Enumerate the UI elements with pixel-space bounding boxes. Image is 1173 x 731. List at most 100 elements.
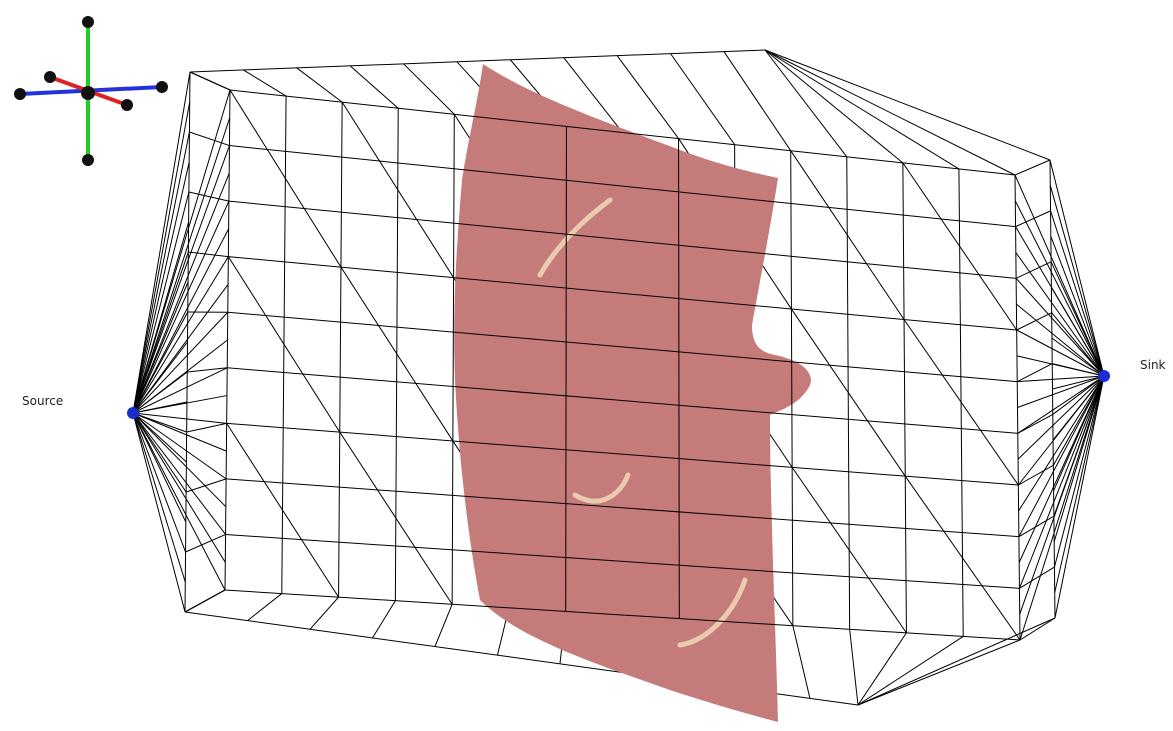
sink-fan <box>1050 261 1105 377</box>
source-fan <box>132 131 190 414</box>
source-fan <box>132 145 230 414</box>
grid-depth <box>184 589 226 613</box>
source-fan <box>132 371 188 414</box>
grid-diagonal <box>226 423 339 598</box>
grid-depth <box>189 131 230 147</box>
sink-fan <box>1017 375 1105 408</box>
sink-fan <box>1049 185 1105 377</box>
grid-depth <box>403 63 455 115</box>
sink-fan <box>1018 375 1105 589</box>
source-fan <box>132 367 228 414</box>
grid-horizontal <box>228 256 1017 331</box>
grid-depth <box>1015 210 1051 228</box>
sink-fan <box>1052 375 1105 390</box>
grid-depth <box>563 57 623 133</box>
grid-horizontal <box>229 145 1016 228</box>
grid-depth <box>1015 261 1052 279</box>
grid-vertical <box>451 114 455 605</box>
sink-fan <box>1018 375 1105 563</box>
grid-depth <box>1016 363 1053 383</box>
axis-end <box>156 81 168 93</box>
sink-fan <box>1017 375 1105 434</box>
source-fan <box>132 412 186 613</box>
hull-edge <box>189 49 766 73</box>
grid-depth <box>188 251 229 258</box>
axis-origin <box>81 86 95 100</box>
grid-depth <box>185 533 226 553</box>
sink-fan <box>1017 375 1105 383</box>
grid-depth <box>857 632 907 706</box>
grid-depth <box>186 422 227 433</box>
grid-vertical <box>1014 174 1021 641</box>
grid-vertical <box>565 126 567 612</box>
sink-label: Sink <box>1140 358 1166 372</box>
sink-fan <box>1054 375 1105 593</box>
grid-depth <box>764 49 904 164</box>
source-fan <box>132 71 191 414</box>
grid-depth <box>616 55 679 139</box>
grid-depth <box>1017 414 1054 434</box>
grid-depth <box>189 71 231 91</box>
sink-fan <box>1050 210 1105 377</box>
axis-end <box>121 99 133 111</box>
grid-depth <box>188 191 229 202</box>
grid-depth <box>670 53 736 145</box>
source-fan <box>132 412 187 463</box>
grid-depth <box>243 69 287 97</box>
grid-depth <box>764 49 848 158</box>
source-fan <box>132 412 227 508</box>
grid-horizontal <box>225 533 1020 589</box>
sink-fan <box>1015 252 1105 377</box>
source-fan <box>132 412 227 424</box>
source-fan <box>132 311 189 414</box>
source-fan <box>132 412 187 523</box>
sink-fan <box>1018 375 1105 537</box>
grid-diagonal <box>790 150 905 320</box>
grid-depth <box>187 367 228 373</box>
grid-diagonal <box>904 475 1021 641</box>
grid-diagonal <box>791 308 906 477</box>
source-fan <box>132 221 190 414</box>
source-fan <box>132 101 191 414</box>
hull-edge <box>764 49 1051 161</box>
sink-fan <box>1014 200 1105 377</box>
grid-depth <box>1016 312 1052 331</box>
sink-fan <box>1050 236 1105 377</box>
source-fan <box>132 173 230 414</box>
source-fan <box>132 281 189 414</box>
surface <box>454 64 811 722</box>
source-fan <box>132 228 230 414</box>
grid-depth <box>349 65 399 109</box>
grid-depth <box>1019 566 1055 589</box>
grid-depth <box>434 604 453 647</box>
source-fan <box>132 395 228 414</box>
grid-depth <box>723 51 792 151</box>
sink-fan <box>1019 375 1105 641</box>
grid-horizontal <box>229 89 1016 176</box>
sink-fan <box>1018 375 1105 512</box>
source-fan <box>132 412 187 553</box>
sink-fan <box>1049 159 1105 377</box>
sink-fan <box>1054 375 1105 619</box>
grid-diagonal <box>902 162 1018 331</box>
sink-fan <box>1051 312 1105 377</box>
grid-depth <box>247 593 283 622</box>
grid-depth <box>849 629 859 706</box>
grid-depth <box>1018 464 1054 486</box>
grid-depth <box>792 625 811 699</box>
sink-fan <box>1051 337 1105 377</box>
axis-end <box>82 154 94 166</box>
sink-fan <box>1052 375 1105 415</box>
grid-vertical <box>338 102 343 598</box>
source-node <box>127 407 139 419</box>
grid-diagonal <box>340 266 454 442</box>
source-fan <box>132 117 231 414</box>
source-fan <box>132 412 227 480</box>
sink-fan <box>1017 375 1105 460</box>
grid-diagonal <box>341 101 454 278</box>
grid-depth <box>1014 159 1051 176</box>
source-fan <box>132 412 187 493</box>
grid-depth <box>857 639 1021 706</box>
source-fan <box>132 161 190 414</box>
grid-vertical <box>678 138 680 619</box>
